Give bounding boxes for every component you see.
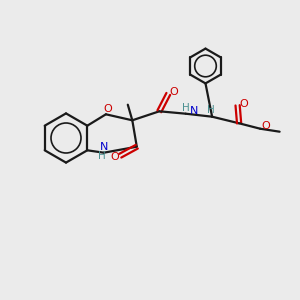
Text: O: O (110, 152, 119, 162)
Text: H: H (182, 103, 190, 113)
Text: O: O (262, 121, 271, 131)
Text: N: N (190, 106, 198, 116)
Text: N: N (100, 142, 109, 152)
Text: H: H (207, 105, 214, 115)
Text: O: O (239, 99, 248, 109)
Text: O: O (103, 104, 112, 114)
Text: O: O (169, 87, 178, 98)
Text: H: H (98, 151, 105, 161)
